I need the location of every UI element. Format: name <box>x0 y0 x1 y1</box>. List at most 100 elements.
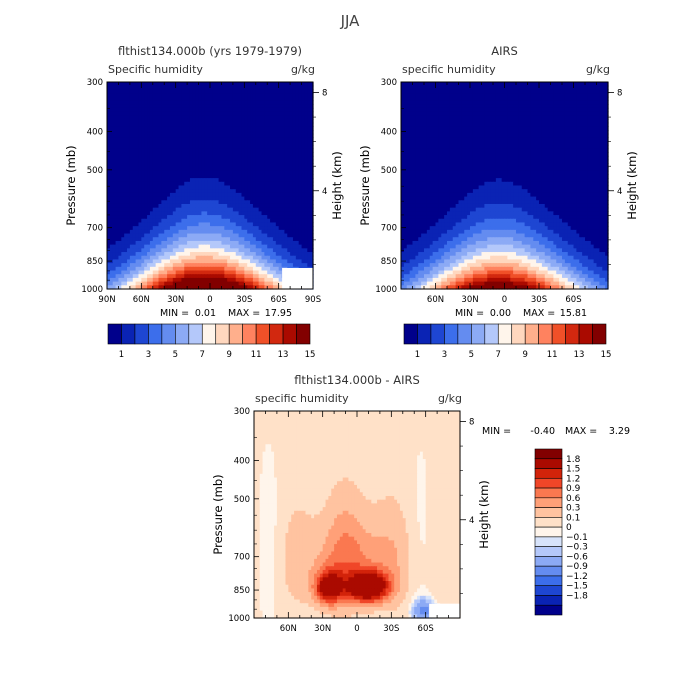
contour-cell <box>298 233 303 238</box>
contour-cell <box>187 155 191 161</box>
contour-cell <box>295 89 300 94</box>
contour-cell <box>172 259 177 264</box>
contour-cell <box>599 118 603 124</box>
contour-cell <box>310 192 314 198</box>
contour-cell <box>215 218 220 224</box>
contour-cell <box>250 207 254 212</box>
contour-cell <box>458 111 462 116</box>
contour-cell <box>484 100 488 105</box>
contour-cell <box>121 192 125 198</box>
contour-cell <box>204 174 208 179</box>
contour-cell <box>267 196 271 201</box>
contour-cell <box>247 141 251 146</box>
contour-cell <box>261 192 265 198</box>
contour-cell <box>178 82 182 87</box>
contour-cell <box>149 270 154 275</box>
contour-cell <box>602 118 606 124</box>
contour-cell <box>212 167 217 172</box>
contour-cell <box>247 192 251 198</box>
contour-cell <box>590 118 595 124</box>
contour-cell <box>230 203 234 209</box>
contour-cell <box>250 285 254 290</box>
contour-cell <box>238 137 243 142</box>
contour-cell <box>201 226 205 231</box>
contour-cell <box>129 118 134 124</box>
contour-cell <box>401 115 405 120</box>
contour-cell <box>172 237 177 242</box>
contour-cell <box>287 263 291 268</box>
contour-cell <box>115 137 120 142</box>
contour-cell <box>278 218 283 224</box>
contour-cell <box>467 115 471 120</box>
contour-cell <box>278 263 283 268</box>
contour-cell <box>169 141 174 146</box>
contour-cell <box>210 281 214 286</box>
contour-cell <box>155 174 160 179</box>
contour-cell <box>570 118 575 124</box>
contour-cell <box>275 111 280 116</box>
contour-cell <box>118 144 122 150</box>
contour-cell <box>115 222 120 227</box>
contour-cell <box>292 233 297 238</box>
contour-cell <box>224 211 228 216</box>
contour-cell <box>255 155 260 161</box>
contour-cell <box>281 130 285 135</box>
contour-cell <box>121 226 125 231</box>
contour-cell <box>175 215 180 220</box>
contour-cell <box>295 259 300 264</box>
contour-cell <box>544 96 549 102</box>
contour-cell <box>562 104 566 109</box>
contour-cell <box>161 144 165 150</box>
contour-cell <box>167 218 171 224</box>
contour-cell <box>493 111 497 116</box>
contour-cell <box>118 137 122 142</box>
contour-cell <box>264 152 268 157</box>
contour-cell <box>295 233 300 238</box>
contour-cell <box>507 122 511 127</box>
contour-cell <box>278 159 283 164</box>
contour-cell <box>161 252 165 257</box>
contour-cell <box>155 281 160 286</box>
contour-cell <box>144 118 148 124</box>
contour-cell <box>241 207 245 212</box>
contour-cell <box>178 144 182 150</box>
contour-cell <box>155 144 160 150</box>
contour-cell <box>292 178 297 183</box>
contour-cell <box>602 89 606 94</box>
contour-cell <box>292 170 297 176</box>
contour-cell <box>198 96 203 102</box>
contour-cell <box>284 218 288 224</box>
contour-cell <box>215 266 220 272</box>
contour-cell <box>152 141 157 146</box>
contour-cell <box>215 118 220 124</box>
contour-cell <box>138 281 142 286</box>
contour-cell <box>144 130 148 135</box>
contour-cell <box>295 111 300 116</box>
contour-cell <box>121 118 125 124</box>
contour-cell <box>107 159 111 164</box>
contour-cell <box>550 118 554 124</box>
contour-cell <box>144 207 148 212</box>
contour-cell <box>596 104 600 109</box>
contour-cell <box>247 285 251 290</box>
contour-cell <box>172 211 177 216</box>
contour-cell <box>172 82 177 87</box>
contour-cell <box>161 248 165 253</box>
contour-cell <box>292 252 297 257</box>
contour-cell <box>107 207 111 212</box>
contour-cell <box>152 163 157 168</box>
contour-cell <box>310 240 314 246</box>
contour-cell <box>409 100 414 105</box>
contour-cell <box>127 207 131 212</box>
contour-cell <box>264 218 268 224</box>
contour-cell <box>112 126 117 131</box>
contour-cell <box>224 126 228 131</box>
contour-cell <box>149 141 154 146</box>
contour-cell <box>172 255 177 261</box>
contour-cell <box>241 229 245 235</box>
contour-cell <box>172 122 177 127</box>
contour-cell <box>241 163 245 168</box>
contour-cell <box>241 181 245 187</box>
contour-cell <box>513 85 517 90</box>
contour-cell <box>539 85 543 90</box>
